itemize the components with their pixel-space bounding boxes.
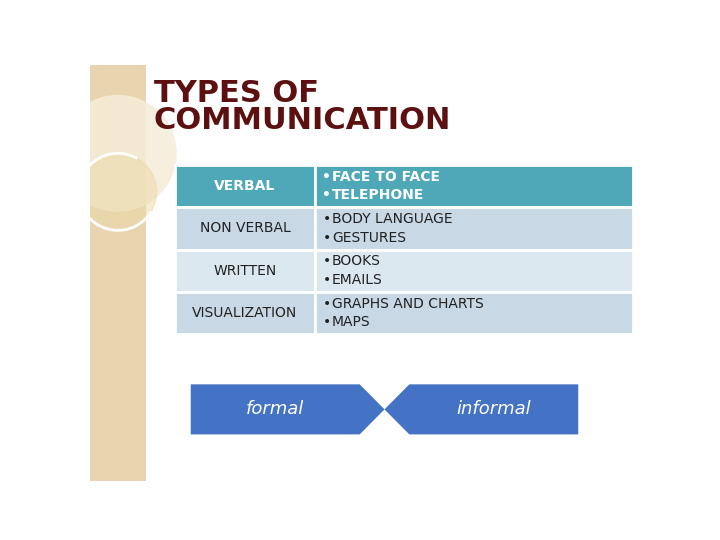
Bar [175,292,315,334]
Bar [315,249,632,292]
Text: WRITTEN: WRITTEN [213,264,276,278]
Text: COMMUNICATION: COMMUNICATION [153,106,451,136]
Bar [175,165,315,207]
Bar [175,207,315,249]
Text: •: • [323,212,330,226]
Text: •: • [323,170,331,184]
Text: •: • [323,254,330,268]
Text: •: • [323,297,330,311]
Text: FACE TO FACE: FACE TO FACE [332,170,440,184]
Text: TYPES OF: TYPES OF [153,79,318,107]
Text: •: • [323,273,330,287]
Bar [315,207,632,249]
Bar [175,249,315,292]
Text: •: • [323,315,330,329]
Text: •: • [323,231,330,245]
Text: BOOKS: BOOKS [332,254,381,268]
Text: EMAILS: EMAILS [332,273,382,287]
Text: GESTURES: GESTURES [332,231,406,245]
Bar [315,292,632,334]
Text: BODY LANGUAGE: BODY LANGUAGE [332,212,452,226]
Text: •: • [323,188,331,202]
Text: GRAPHS AND CHARTS: GRAPHS AND CHARTS [332,297,484,311]
Bar [90,65,145,481]
Text: formal: formal [246,400,305,418]
Polygon shape [384,384,578,434]
Text: informal: informal [456,400,531,418]
Text: MAPS: MAPS [332,315,370,329]
Text: VISUALIZATION: VISUALIZATION [192,306,297,320]
Polygon shape [191,384,384,434]
Text: NON VERBAL: NON VERBAL [199,221,290,235]
Circle shape [79,153,157,231]
Text: VERBAL: VERBAL [215,179,276,193]
Circle shape [60,96,176,211]
Text: TELEPHONE: TELEPHONE [332,188,424,202]
Bar [315,165,632,207]
